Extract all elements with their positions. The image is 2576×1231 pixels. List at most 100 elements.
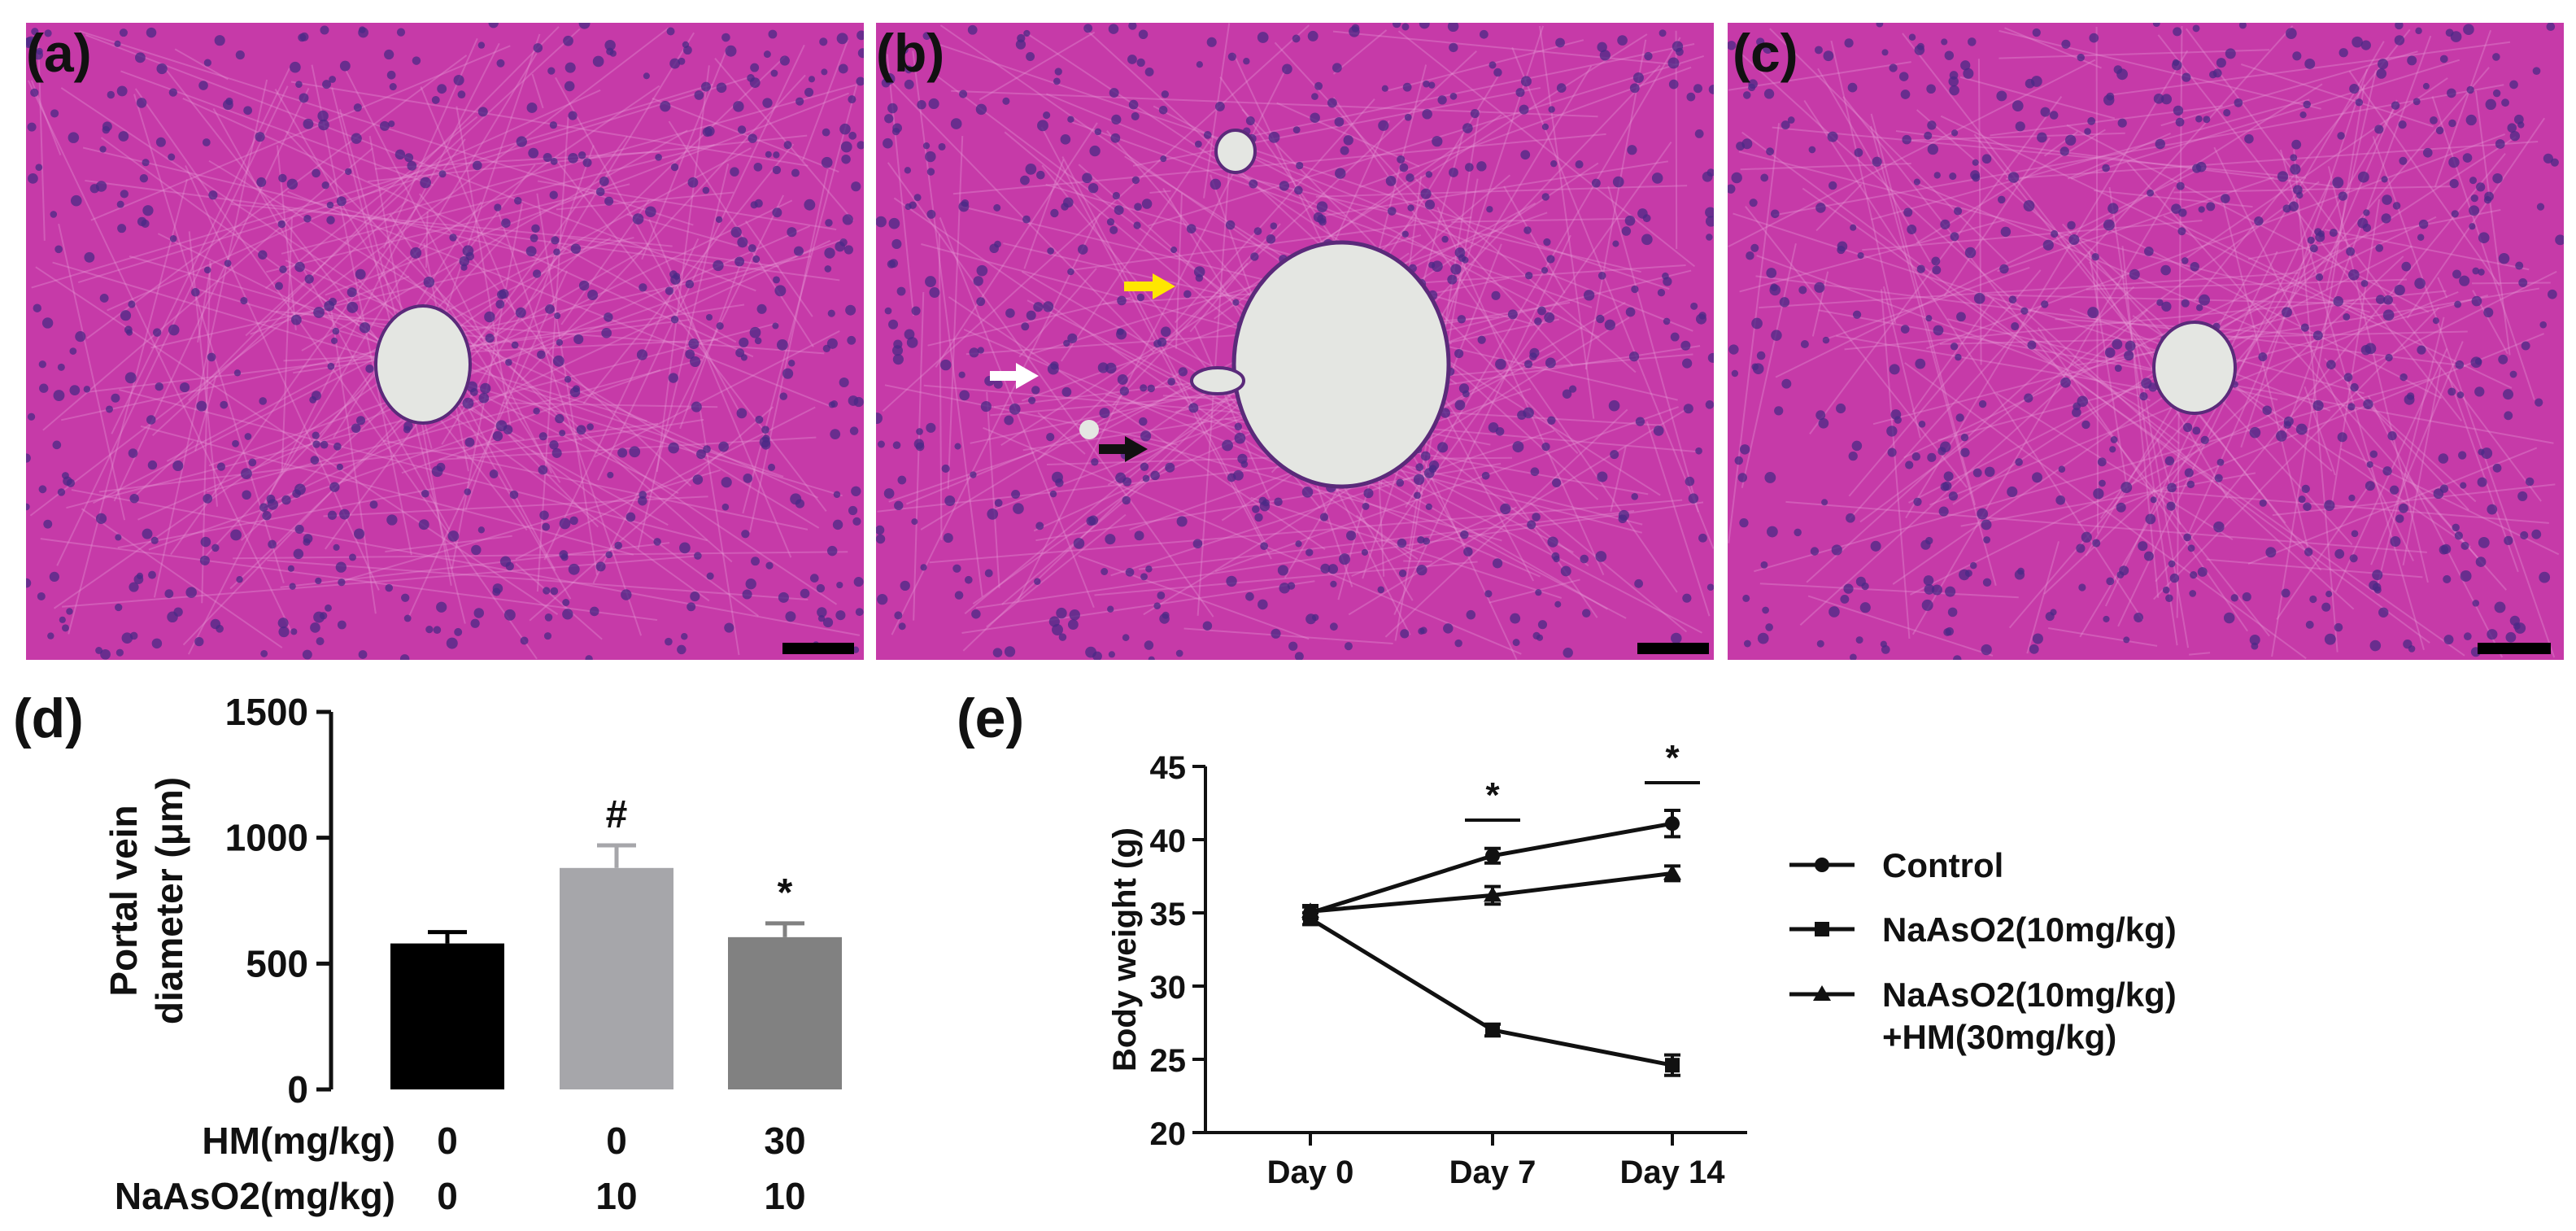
sinusoid	[656, 65, 710, 472]
nucleus	[645, 206, 656, 218]
nucleus	[2155, 138, 2165, 150]
nucleus	[841, 154, 851, 164]
nucleus	[258, 250, 268, 260]
sinusoid	[1728, 59, 2096, 248]
nucleus	[1583, 290, 1595, 301]
nucleus	[562, 609, 573, 620]
nucleus	[2521, 341, 2530, 351]
nucleus	[497, 290, 507, 299]
nucleus	[1751, 363, 1759, 371]
nucleus	[2399, 156, 2408, 165]
sinusoid	[976, 501, 1704, 609]
nucleus	[1214, 101, 1225, 111]
sinusoid	[1174, 98, 1375, 324]
sinusoid	[886, 54, 915, 316]
nucleus	[1706, 168, 1714, 177]
nucleus	[2223, 108, 2231, 117]
nucleus	[1234, 432, 1246, 444]
nucleus	[1339, 553, 1350, 565]
nucleus	[1760, 173, 1769, 182]
nucleus	[809, 574, 819, 583]
sinusoid	[529, 406, 774, 622]
nucleus	[2212, 68, 2222, 78]
nucleus	[741, 530, 750, 539]
nucleus	[453, 74, 464, 86]
nucleus	[904, 203, 912, 211]
nucleus	[2084, 128, 2091, 135]
nucleus	[436, 601, 447, 613]
nucleus	[2192, 426, 2201, 435]
nucleus	[856, 30, 864, 41]
nucleus	[52, 440, 62, 450]
nucleus	[290, 314, 302, 325]
nucleus	[822, 344, 830, 353]
nucleus	[1510, 613, 1521, 624]
sinusoid	[887, 162, 1214, 618]
nucleus	[1109, 225, 1118, 234]
nucleus	[1596, 314, 1605, 324]
nucleus	[543, 587, 551, 595]
nucleus	[1140, 462, 1149, 471]
nucleus	[1140, 384, 1148, 392]
nucleus	[1852, 310, 1862, 319]
nucleus	[1268, 131, 1280, 143]
nucleus	[2471, 295, 2482, 307]
nucleus	[1294, 652, 1304, 660]
nucleus	[1234, 422, 1243, 431]
nucleus	[1226, 575, 1237, 587]
nucleus	[240, 296, 248, 305]
nucleus	[365, 364, 374, 373]
nucleus	[2509, 370, 2517, 378]
x-tick-label: Day 14	[1620, 1155, 1726, 1190]
nucleus	[668, 442, 679, 454]
nucleus	[1927, 452, 1937, 462]
nucleus	[2064, 134, 2077, 146]
nucleus	[713, 260, 724, 272]
sinusoid	[40, 538, 658, 622]
nucleus	[1911, 452, 1921, 461]
nucleus	[562, 599, 570, 607]
nucleus	[1949, 85, 1959, 96]
nucleus	[568, 111, 578, 120]
nucleus	[1343, 135, 1353, 146]
nucleus	[2457, 451, 2467, 460]
sinusoid	[1940, 115, 2513, 389]
nucleus	[2324, 500, 2335, 511]
nucleus	[639, 283, 647, 292]
nucleus	[1931, 584, 1942, 596]
sinusoid	[951, 89, 1598, 118]
sinusoid	[1842, 96, 2270, 637]
nucleus	[791, 168, 800, 177]
nucleus	[1597, 41, 1607, 53]
sinusoid	[2157, 34, 2463, 422]
nucleus	[853, 577, 864, 587]
nucleus	[2304, 59, 2316, 69]
sinusoid	[893, 197, 1419, 561]
nucleus	[2124, 350, 2134, 361]
nucleus	[1931, 256, 1941, 266]
nucleus	[2315, 232, 2325, 242]
nucleus	[958, 201, 970, 212]
nucleus	[242, 490, 251, 500]
nucleus	[552, 355, 564, 367]
nucleus	[773, 151, 780, 159]
sinusoid	[952, 133, 1606, 195]
nucleus	[394, 149, 406, 160]
nucleus	[1500, 503, 1511, 515]
nucleus	[1933, 325, 1944, 336]
nucleus	[401, 593, 410, 602]
nucleus	[592, 55, 604, 68]
nucleus	[876, 525, 885, 535]
nucleus	[2265, 547, 2277, 558]
nucleus	[2213, 521, 2225, 533]
nucleus	[1855, 636, 1863, 644]
nucleus	[1313, 212, 1324, 223]
nucleus	[1945, 626, 1955, 636]
nucleus	[670, 163, 679, 172]
nucleus	[1252, 505, 1260, 513]
nucleus	[1175, 649, 1183, 657]
sinusoid	[231, 203, 673, 247]
sinusoid	[1332, 29, 1388, 75]
nucleus	[1047, 247, 1054, 255]
nucleus	[47, 632, 54, 640]
